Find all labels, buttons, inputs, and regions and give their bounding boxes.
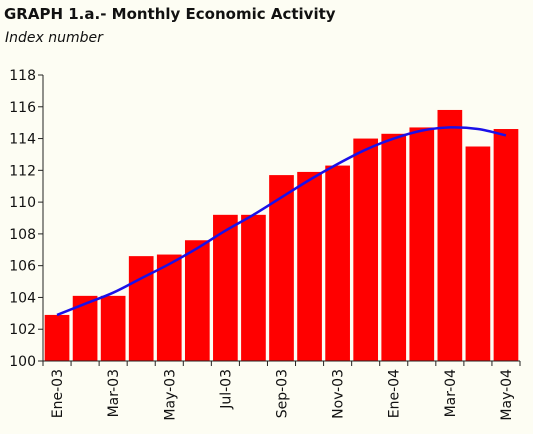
- bar: [128, 256, 154, 361]
- y-tick-label: 104: [9, 290, 36, 306]
- y-tick-label: 114: [9, 132, 36, 148]
- y-tick-label: 118: [9, 68, 36, 84]
- bar: [100, 295, 126, 361]
- bar: [156, 254, 182, 361]
- y-tick-label: 100: [9, 354, 36, 370]
- trend-line: [56, 126, 507, 317]
- bar: [241, 214, 266, 361]
- bar: [381, 133, 407, 361]
- x-tick-label: Sep-03: [275, 369, 291, 418]
- y-tick-label: 112: [9, 163, 36, 179]
- bar: [353, 138, 379, 361]
- bar: [269, 175, 294, 361]
- x-tick-label: Ene-04: [387, 369, 403, 418]
- bar: [493, 129, 519, 361]
- bar: [437, 109, 463, 361]
- y-tick-label: 106: [9, 259, 36, 275]
- bar: [72, 295, 98, 361]
- x-tick-label: Ene-03: [50, 369, 66, 418]
- bar: [325, 165, 350, 361]
- x-tick-label: Jul-03: [218, 369, 234, 410]
- bar: [297, 171, 322, 361]
- x-tick-label: May-03: [162, 369, 178, 421]
- x-tick-label: Nov-03: [331, 369, 347, 419]
- bar: [213, 214, 238, 361]
- bar: [465, 146, 491, 361]
- y-tick-label: 108: [9, 227, 36, 243]
- chart-title: GRAPH 1.a.- Monthly Economic Activity: [4, 5, 336, 23]
- bar: [184, 240, 210, 361]
- y-tick-label: 110: [9, 195, 36, 211]
- y-tick-label: 102: [9, 322, 36, 338]
- x-tick-label: Mar-04: [443, 369, 459, 417]
- bar: [409, 127, 435, 361]
- chart-subtitle: Index number: [5, 30, 103, 46]
- x-tick-label: May-04: [499, 369, 515, 421]
- y-tick-label: 116: [9, 100, 36, 116]
- bar: [44, 314, 70, 361]
- x-tick-label: Mar-03: [106, 369, 122, 417]
